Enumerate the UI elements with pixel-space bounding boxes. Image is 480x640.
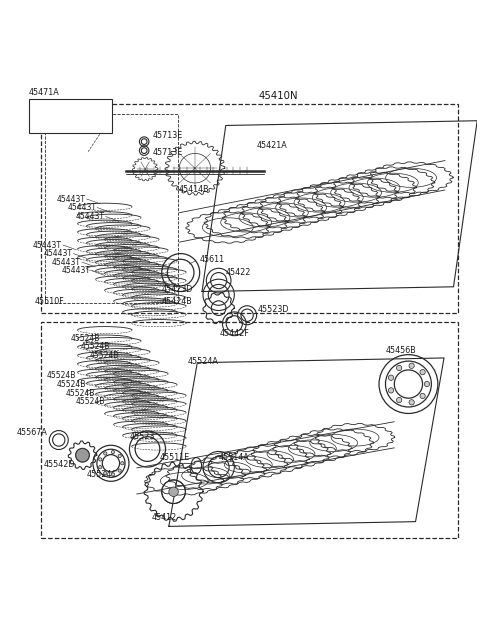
Circle shape [111,473,115,476]
Circle shape [396,365,402,371]
Circle shape [409,363,414,369]
Circle shape [396,397,402,403]
Text: 45524B: 45524B [80,342,109,351]
Text: 45510F: 45510F [35,298,65,307]
Text: 45567A: 45567A [17,428,48,437]
Text: 45523D: 45523D [258,305,289,314]
Text: 45443T: 45443T [76,212,105,221]
Text: 45471A: 45471A [29,88,60,97]
Text: 45423D: 45423D [161,285,192,294]
Circle shape [118,469,121,472]
Text: 45524C: 45524C [87,470,118,479]
Circle shape [76,449,89,462]
Text: 45421A: 45421A [257,141,288,150]
Text: 45410N: 45410N [258,91,298,101]
Circle shape [388,388,394,393]
Text: 45524B: 45524B [75,397,105,406]
Text: 45511E: 45511E [160,453,190,462]
Circle shape [99,465,102,468]
Circle shape [118,454,121,458]
Circle shape [169,487,179,497]
Text: 45443T: 45443T [44,249,72,258]
Text: 45456B: 45456B [386,346,417,355]
Circle shape [99,458,102,461]
Text: 45414B: 45414B [179,185,209,194]
Bar [41,104,458,313]
Circle shape [104,452,107,455]
Text: 45524B: 45524B [90,351,119,360]
Circle shape [111,451,115,454]
Text: 45542D: 45542D [44,460,75,468]
Bar [46,114,179,303]
Circle shape [388,375,394,380]
Text: 45713E: 45713E [152,131,182,140]
Circle shape [420,369,425,375]
Circle shape [409,399,414,405]
Text: 45443T: 45443T [61,266,91,275]
Circle shape [424,381,430,387]
Text: 45443T: 45443T [57,195,86,204]
Text: 45514A: 45514A [219,453,250,462]
Text: 45524B: 45524B [66,388,96,397]
Bar [29,99,112,132]
Text: 45524B: 45524B [47,371,76,381]
Text: 45524B: 45524B [71,333,100,342]
Text: 45443T: 45443T [33,241,62,250]
Text: 45412: 45412 [152,513,177,522]
Text: 45611: 45611 [200,255,225,264]
Text: 45424B: 45424B [162,298,192,307]
Text: 45713E: 45713E [152,148,182,157]
Text: 45524B: 45524B [57,380,86,389]
Text: 45422: 45422 [226,268,251,277]
Text: 45442F: 45442F [219,329,249,338]
Bar [41,323,458,538]
Text: 45524A: 45524A [188,356,219,366]
Circle shape [120,461,124,465]
Text: 45443T: 45443T [52,258,81,267]
Circle shape [420,394,425,399]
Text: 45443T: 45443T [67,203,96,212]
Text: 45523: 45523 [130,432,156,441]
Circle shape [104,472,107,475]
